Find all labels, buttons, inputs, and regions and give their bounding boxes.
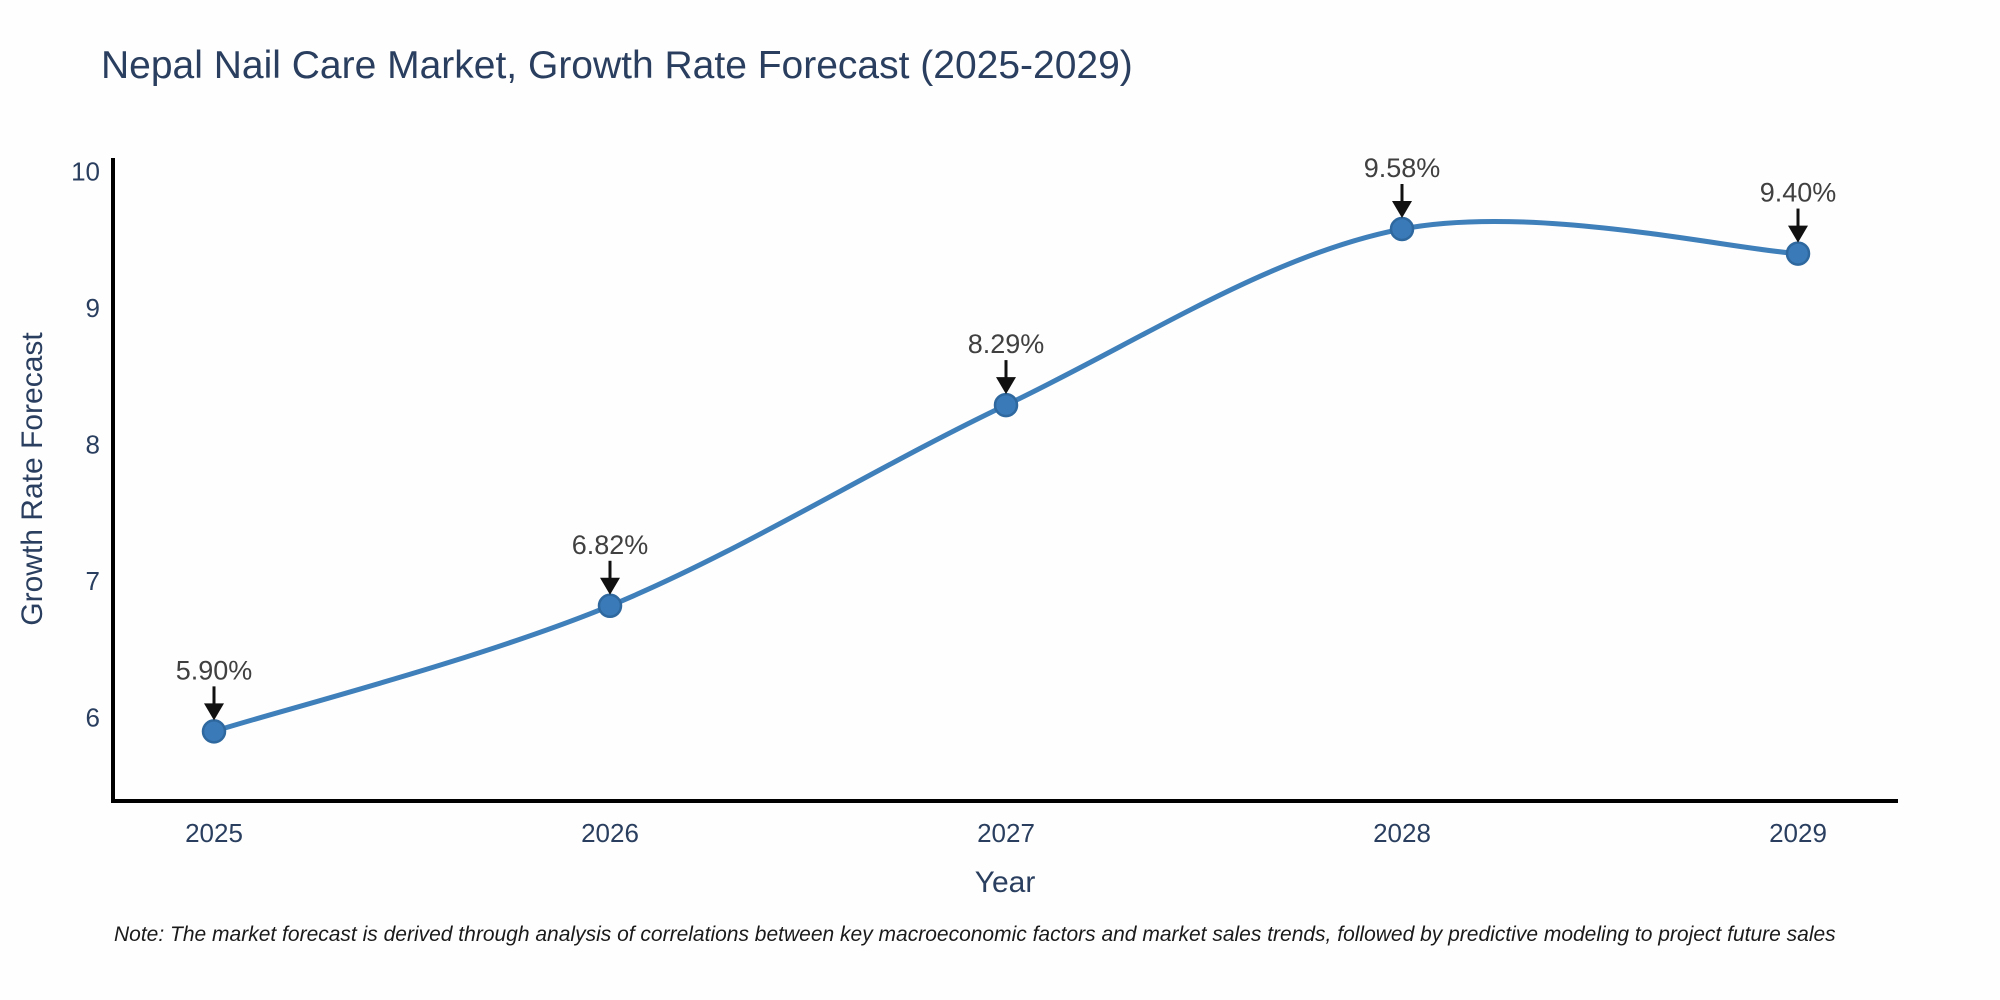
point-label: 8.29% xyxy=(968,329,1045,359)
y-tick-label: 10 xyxy=(71,157,100,187)
y-tick-label: 8 xyxy=(86,430,100,460)
y-axis-ticks: 6 7 8 9 10 xyxy=(71,157,100,733)
y-tick-label: 9 xyxy=(86,293,100,323)
point-label: 9.40% xyxy=(1760,178,1837,208)
y-axis-title: Growth Rate Forecast xyxy=(16,332,49,626)
data-point-2028 xyxy=(1389,216,1415,242)
annotation-arrowhead-icon xyxy=(996,377,1016,395)
point-label: 5.90% xyxy=(176,655,253,685)
data-series xyxy=(201,216,1811,744)
data-point-2027 xyxy=(993,392,1019,418)
annotation-arrowhead-icon xyxy=(600,577,620,595)
data-point-2026 xyxy=(597,593,623,619)
annotation-arrowhead-icon xyxy=(204,703,224,721)
chart-title: Nepal Nail Care Market, Growth Rate Fore… xyxy=(101,44,1133,87)
x-tick-label: 2026 xyxy=(581,818,639,848)
x-tick-label: 2028 xyxy=(1373,818,1431,848)
point-annotations: 5.90% 6.82% 8.29% 9.58% 9.40% xyxy=(176,153,1837,721)
footnote: Note: The market forecast is derived thr… xyxy=(114,923,1836,946)
x-tick-label: 2025 xyxy=(185,818,243,848)
data-point-2029 xyxy=(1785,241,1811,266)
annotation-arrowhead-icon xyxy=(1392,200,1412,218)
point-label: 6.82% xyxy=(572,530,649,560)
annotation-arrowhead-icon xyxy=(1788,225,1808,243)
x-tick-label: 2029 xyxy=(1769,818,1827,848)
x-tick-label: 2027 xyxy=(977,818,1035,848)
x-axis-title: Year xyxy=(975,866,1036,899)
y-tick-label: 6 xyxy=(86,703,100,733)
y-tick-label: 7 xyxy=(86,566,100,596)
trend-line xyxy=(211,218,1801,734)
point-label: 9.58% xyxy=(1364,153,1441,183)
x-axis-ticks: 2025 2026 2027 2028 2029 xyxy=(185,818,1827,848)
data-point-2025 xyxy=(201,719,227,744)
axis-lines xyxy=(111,158,1898,803)
